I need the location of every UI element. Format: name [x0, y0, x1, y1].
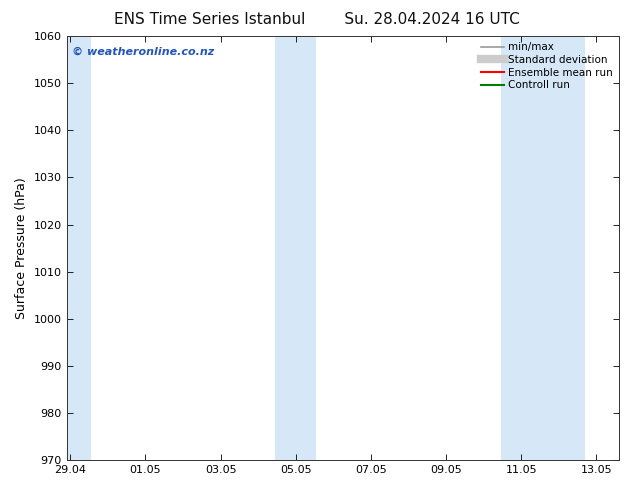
Legend: min/max, Standard deviation, Ensemble mean run, Controll run: min/max, Standard deviation, Ensemble me… [478, 39, 616, 93]
Bar [275, 36, 316, 460]
Text: © weatheronline.co.nz: © weatheronline.co.nz [72, 47, 214, 57]
Text: ENS Time Series Istanbul        Su. 28.04.2024 16 UTC: ENS Time Series Istanbul Su. 28.04.2024 … [114, 12, 520, 27]
Bar [501, 36, 585, 460]
Y-axis label: Surface Pressure (hPa): Surface Pressure (hPa) [15, 177, 28, 319]
Bar [67, 36, 91, 460]
